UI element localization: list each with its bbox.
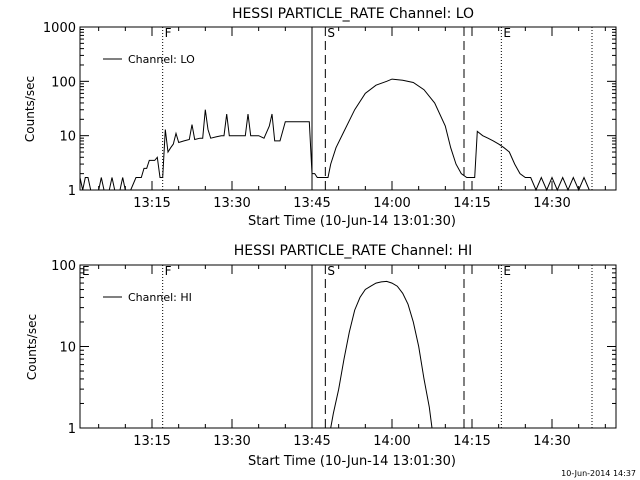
y-tick-label: 10 [59,130,76,145]
hi-channel-panel: HESSI PARTICLE_RATE Channel: HI Counts/s… [25,243,617,469]
marker-label: F [165,264,172,278]
marker-label: F [165,26,172,40]
chart-title-lo: HESSI PARTICLE_RATE Channel: LO [232,6,474,22]
legend-label-lo: Channel: LO [128,53,195,66]
x-tick-label: 14:30 [533,434,570,449]
x-tick-label: 13:30 [213,434,250,449]
marker-label: S [327,26,335,40]
marker-label: E [82,264,90,278]
x-axis-label-lo: Start Time (10-Jun-14 13:01:30) [248,214,456,229]
y-tick-label: 10 [59,341,76,356]
y-tick-label: 1 [68,184,76,199]
y-axis-label-hi: Counts/sec [25,314,39,380]
marker-label: E [503,264,511,278]
x-tick-label: 13:45 [293,434,330,449]
x-tick-label: 13:45 [293,196,330,211]
series-line-lo [79,78,590,192]
y-tick-label: 1000 [43,21,76,36]
lo-channel-panel: HESSI PARTICLE_RATE Channel: LO Counts/s… [23,6,617,229]
footer-timestamp: 10-Jun-2014 14:37 [561,469,636,478]
y-tick-label: 100 [51,75,76,90]
x-tick-label: 14:00 [373,434,410,449]
chart-title-hi: HESSI PARTICLE_RATE Channel: HI [234,243,472,259]
marker-label: E [503,26,511,40]
plot-frame-lo [79,26,617,191]
x-axis-label-hi: Start Time (10-Jun-14 13:01:30) [248,454,456,469]
series-line-hi [330,280,433,429]
marker-label: S [327,264,335,278]
x-tick-label: 13:30 [213,196,250,211]
y-tick-label: 100 [51,259,76,274]
x-tick-label: 14:15 [453,196,490,211]
x-tick-label: 13:15 [133,196,170,211]
plot-frame-hi [79,264,617,429]
x-tick-label: 14:30 [533,196,570,211]
x-tick-label: 14:00 [373,196,410,211]
x-tick-label: 13:15 [133,434,170,449]
legend-label-hi: Channel: HI [128,291,192,304]
x-tick-label: 14:15 [453,434,490,449]
y-axis-label-lo: Counts/sec [23,76,37,142]
y-tick-label: 1 [68,422,76,437]
